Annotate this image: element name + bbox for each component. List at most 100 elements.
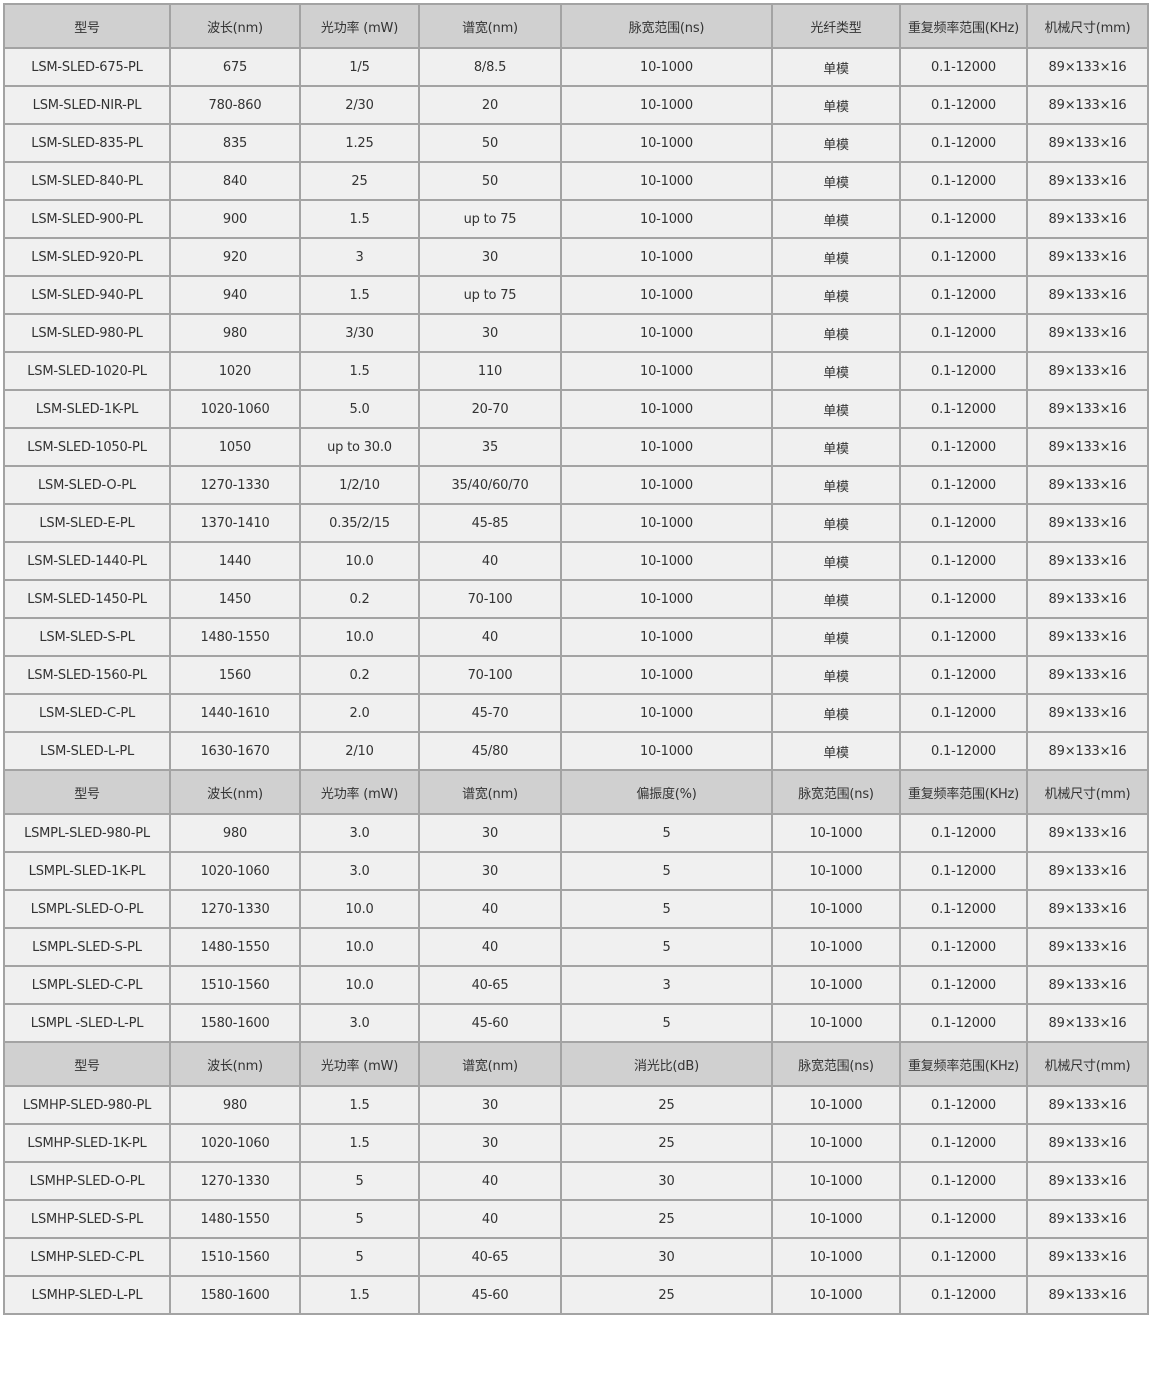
column-header: 机械尺寸(mm) [1026,1041,1149,1087]
table-cell: 1480-1550 [169,927,301,967]
table-cell: 10-1000 [560,351,773,391]
table-cell: 0.1-12000 [899,851,1028,891]
column-header: 偏振度(%) [560,769,773,815]
table-cell: 1440 [169,541,301,581]
table-cell: 3 [560,965,773,1005]
table-cell: 单模 [771,617,901,657]
table-cell: 10-1000 [560,313,773,353]
table-cell: 10-1000 [560,503,773,543]
table-cell: 89×133×16 [1026,275,1149,315]
table-cell: 0.1-12000 [899,541,1028,581]
table-cell: 0.1-12000 [899,1237,1028,1277]
table-cell: up to 30.0 [299,427,420,467]
table-cell: 10.0 [299,965,420,1005]
table-cell: 10-1000 [771,1275,901,1315]
model-cell: LSM-SLED-980-PL [3,313,171,353]
table-cell: 840 [169,161,301,201]
table-cell: 980 [169,813,301,853]
spec-table-container: 型号 波长(nm) 光功率 (mW) 谱宽(nm) 脉宽范围(ns) 光纤类型 重复频率范围… [3,3,1149,1315]
table-row: LSMHP-SLED-S-PL 1480-1550 5 40 25 10-1000 0.1-… [3,1199,1149,1239]
table-row: LSM-SLED-920-PL 920 3 30 10-1000 单模 0.1-12000 8… [3,237,1149,277]
model-cell: LSMHP-SLED-S-PL [3,1199,171,1239]
table-row: LSM-SLED-1050-PL 1050 up to 30.0 35 10-1000 单… [3,427,1149,467]
table-cell: 89×133×16 [1026,1003,1149,1043]
table-row: LSM-SLED-1020-PL 1020 1.5 110 10-1000 单模 0.1-1… [3,351,1149,391]
table-cell: up to 75 [418,199,562,239]
table-cell: 89×133×16 [1026,889,1149,929]
model-cell: LSM-SLED-1450-PL [3,579,171,619]
table-cell: 10-1000 [771,889,901,929]
table-cell: 0.1-12000 [899,1123,1028,1163]
table-cell: 0.1-12000 [899,617,1028,657]
table-row: LSMHP-SLED-980-PL 980 1.5 30 25 10-1000 0.1-12… [3,1085,1149,1125]
table-cell: 1630-1670 [169,731,301,771]
table-cell: 3.0 [299,1003,420,1043]
table-cell: 30 [418,237,562,277]
table-cell: 单模 [771,351,901,391]
table-cell: 1440-1610 [169,693,301,733]
table-cell: 10-1000 [771,851,901,891]
table-cell: 35 [418,427,562,467]
model-cell: LSMHP-SLED-980-PL [3,1085,171,1125]
table-cell: 单模 [771,503,901,543]
table-cell: 40 [418,1199,562,1239]
table-cell: 单模 [771,123,901,163]
table-cell: 45-60 [418,1003,562,1043]
column-header: 光功率 (mW) [299,769,420,815]
table-cell: 10-1000 [560,465,773,505]
column-header: 型号 [3,769,171,815]
table-cell: 900 [169,199,301,239]
table-row: LSM-SLED-O-PL 1270-1330 1/2/10 35/40/60/70 1… [3,465,1149,505]
table-row: LSM-SLED-1560-PL 1560 0.2 70-100 10-1000 单模 0.… [3,655,1149,695]
table-row: LSM-SLED-1440-PL 1440 10.0 40 10-1000 单模 0.1-1… [3,541,1149,581]
table-row: LSMPL-SLED-O-PL 1270-1330 10.0 40 5 10-1000 0.… [3,889,1149,929]
table-cell: 10.0 [299,889,420,929]
table-cell: 10-1000 [771,1199,901,1239]
table-cell: 2.0 [299,693,420,733]
table-cell: 1.5 [299,275,420,315]
table-cell: 0.2 [299,655,420,695]
table-cell: 10-1000 [560,541,773,581]
table-cell: 89×133×16 [1026,161,1149,201]
table-cell: 835 [169,123,301,163]
table-cell: 0.1-12000 [899,275,1028,315]
table-cell: 8/8.5 [418,47,562,87]
table-cell: 0.1-12000 [899,813,1028,853]
table-row: LSM-SLED-840-PL 840 25 50 10-1000 单模 0.1-12000… [3,161,1149,201]
table-cell: 2/10 [299,731,420,771]
table-cell: 5 [299,1161,420,1201]
table-cell: 10-1000 [771,813,901,853]
table-cell: 1450 [169,579,301,619]
table-cell: 2/30 [299,85,420,125]
table-cell: 0.1-12000 [899,731,1028,771]
table-cell: 5 [299,1199,420,1239]
table-cell: 50 [418,161,562,201]
model-cell: LSMPL-SLED-S-PL [3,927,171,967]
table-cell: 0.1-12000 [899,1003,1028,1043]
model-cell: LSM-SLED-675-PL [3,47,171,87]
model-cell: LSM-SLED-O-PL [3,465,171,505]
model-cell: LSMHP-SLED-O-PL [3,1161,171,1201]
table-cell: 40-65 [418,1237,562,1277]
table-cell: 10-1000 [560,161,773,201]
table-cell: 0.1-12000 [899,579,1028,619]
table-cell: 10-1000 [560,427,773,467]
table-cell: 10-1000 [560,237,773,277]
table-cell: 单模 [771,161,901,201]
table-cell: 0.2 [299,579,420,619]
table-cell: 45-60 [418,1275,562,1315]
table-cell: 980 [169,313,301,353]
table-cell: 1020 [169,351,301,391]
table-cell: 675 [169,47,301,87]
table-cell: 25 [560,1275,773,1315]
model-cell: LSM-SLED-835-PL [3,123,171,163]
table-row: LSMPL-SLED-980-PL 980 3.0 30 5 10-1000 0.1-120… [3,813,1149,853]
column-header: 脉宽范围(ns) [771,1041,901,1087]
model-cell: LSMPL -SLED-L-PL [3,1003,171,1043]
table-cell: 0.1-12000 [899,237,1028,277]
table-cell: 89×133×16 [1026,47,1149,87]
table-cell: 10-1000 [560,275,773,315]
column-header: 消光比(dB) [560,1041,773,1087]
table-cell: 10-1000 [560,617,773,657]
model-cell: LSMPL-SLED-980-PL [3,813,171,853]
